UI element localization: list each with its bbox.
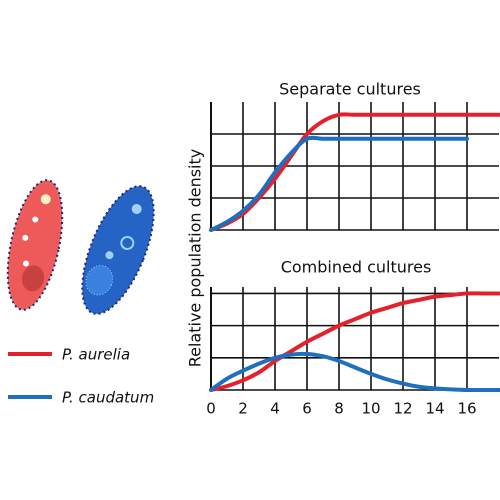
x-tick-label: 16 xyxy=(457,400,476,418)
red-paramecium xyxy=(6,179,64,311)
x-tick-label: 4 xyxy=(270,400,280,418)
series-line xyxy=(209,291,500,392)
legend-label: P. aurelia xyxy=(62,346,130,364)
x-tick-label: 6 xyxy=(302,400,312,418)
chart-title: Separate cultures xyxy=(279,80,421,99)
x-tick-label: 0 xyxy=(206,400,216,418)
x-tick-label: 8 xyxy=(334,400,344,418)
chart-title: Combined cultures xyxy=(281,258,432,277)
series-line xyxy=(209,351,500,393)
x-tick-label: 12 xyxy=(393,400,412,418)
x-tick-label: 10 xyxy=(361,400,380,418)
legend-label: P. caudatum xyxy=(62,389,154,407)
x-tick-label: 14 xyxy=(425,400,444,418)
series-line xyxy=(209,135,469,232)
x-tick-label: 2 xyxy=(238,400,248,418)
blue-paramecium xyxy=(81,185,155,315)
series-line xyxy=(209,112,500,232)
y-axis-label: Relative population density xyxy=(186,149,205,368)
